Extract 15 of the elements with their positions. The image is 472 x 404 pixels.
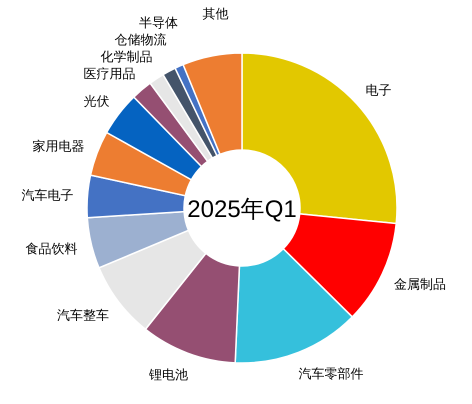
slice-label: 锂电池 — [148, 366, 188, 382]
slice-label: 电子 — [365, 82, 392, 98]
slice-label: 汽车整车 — [56, 308, 109, 323]
slice-label: 金属制品 — [394, 276, 446, 292]
slice-label: 汽车零部件 — [298, 366, 364, 381]
slice-label: 化学制品 — [100, 49, 152, 64]
slice-label: 半导体 — [139, 15, 178, 30]
slice-label: 家用电器 — [32, 138, 84, 154]
slice-label: 医疗用品 — [83, 66, 136, 82]
slice-label: 仓储物流 — [114, 32, 167, 48]
slice-label: 食品饮料 — [26, 241, 78, 256]
slice-label: 其他 — [202, 6, 229, 21]
text: 2025年Q1 — [187, 196, 297, 223]
slice-label: 光伏 — [83, 93, 110, 108]
slice-label: 汽车电子 — [22, 188, 74, 203]
